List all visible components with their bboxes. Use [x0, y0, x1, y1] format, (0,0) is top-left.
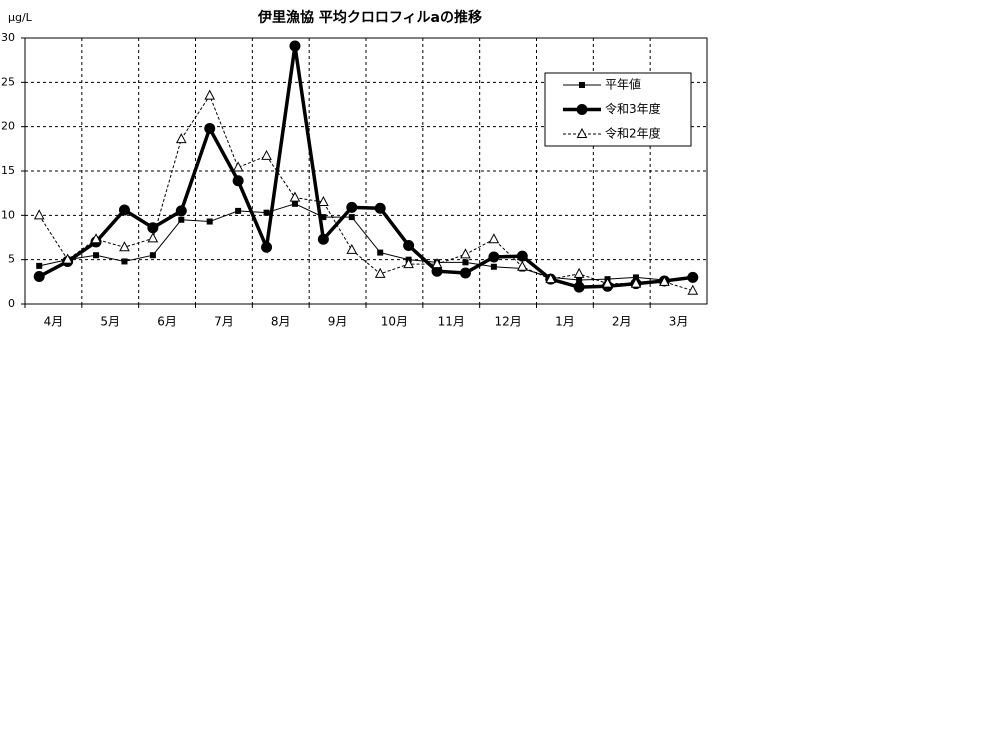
legend-label: 令和2年度	[605, 126, 661, 141]
x-tick-label: 11月	[438, 315, 465, 329]
x-tick-label: 12月	[494, 315, 521, 329]
data-point	[121, 258, 128, 265]
y-tick-label: 30	[1, 31, 15, 44]
data-point	[291, 200, 298, 207]
data-point	[175, 205, 187, 217]
data-point	[374, 202, 386, 214]
data-point	[490, 263, 497, 270]
series-line	[38, 94, 693, 292]
data-point	[460, 248, 471, 259]
x-tick-label: 5月	[100, 315, 120, 329]
x-tick-label: 4月	[44, 315, 64, 329]
data-point	[232, 175, 244, 187]
legend-label: 平年値	[605, 77, 641, 92]
data-point	[318, 195, 329, 207]
data-point	[403, 258, 414, 269]
data-point	[516, 250, 528, 262]
data-point	[175, 133, 187, 144]
data-point	[462, 259, 469, 266]
data-point	[289, 191, 301, 202]
data-point	[348, 214, 355, 221]
y-tick-label: 10	[1, 208, 15, 221]
y-unit: μg/L	[8, 11, 33, 24]
legend-label: 令和3年度	[605, 101, 661, 116]
data-point	[118, 204, 130, 216]
data-point	[377, 249, 384, 256]
x-tick-label: 9月	[328, 315, 348, 329]
data-point	[263, 209, 270, 216]
data-point	[119, 241, 130, 252]
data-point	[320, 214, 327, 221]
data-point	[602, 277, 613, 288]
data-point	[346, 201, 358, 213]
data-point	[573, 267, 585, 278]
data-point	[317, 233, 329, 245]
y-tick-label: 25	[1, 75, 15, 88]
x-tick-label: 7月	[214, 315, 234, 329]
y-tick-label: 20	[1, 120, 15, 133]
data-point	[687, 271, 699, 283]
data-point	[33, 271, 45, 283]
data-point	[93, 252, 100, 259]
y-tick-label: 5	[8, 253, 15, 266]
legend-marker	[579, 82, 585, 88]
data-point	[687, 284, 699, 295]
data-point	[488, 233, 500, 244]
data-point	[232, 161, 244, 172]
data-point	[459, 267, 471, 279]
data-point	[632, 274, 639, 281]
data-point	[204, 89, 216, 100]
data-point	[516, 260, 528, 271]
data-point	[630, 277, 642, 288]
data-point	[659, 275, 670, 286]
data-point	[573, 281, 585, 293]
data-point	[261, 241, 273, 253]
data-point	[33, 209, 45, 220]
series-line	[39, 203, 693, 281]
data-point	[62, 253, 73, 264]
x-tick-label: 3月	[669, 315, 689, 329]
x-tick-label: 2月	[612, 315, 632, 329]
chart-title: 伊里漁協 平均クロロフィルaの推移	[257, 9, 482, 26]
data-point	[545, 273, 557, 284]
x-tick-label: 8月	[271, 315, 291, 329]
x-tick-label: 10月	[381, 315, 408, 329]
data-point	[374, 267, 386, 278]
data-point	[261, 149, 272, 160]
data-point	[178, 216, 185, 223]
data-point	[90, 233, 102, 244]
data-point	[36, 262, 43, 269]
data-point	[147, 232, 159, 243]
data-point	[289, 40, 301, 52]
data-point	[235, 207, 242, 214]
y-tick-label: 15	[1, 164, 15, 177]
data-point	[149, 252, 156, 259]
data-point	[403, 239, 415, 251]
data-point	[431, 265, 443, 277]
data-point	[431, 258, 443, 269]
legend-marker	[576, 104, 588, 115]
data-point	[206, 218, 213, 225]
y-tick-label: 0	[8, 297, 15, 310]
data-point	[346, 243, 358, 254]
data-point	[576, 277, 583, 284]
data-point	[204, 122, 216, 134]
legend-marker	[576, 127, 588, 138]
x-tick-label: 1月	[555, 315, 575, 329]
data-point	[488, 251, 500, 263]
x-tick-label: 6月	[157, 315, 177, 329]
